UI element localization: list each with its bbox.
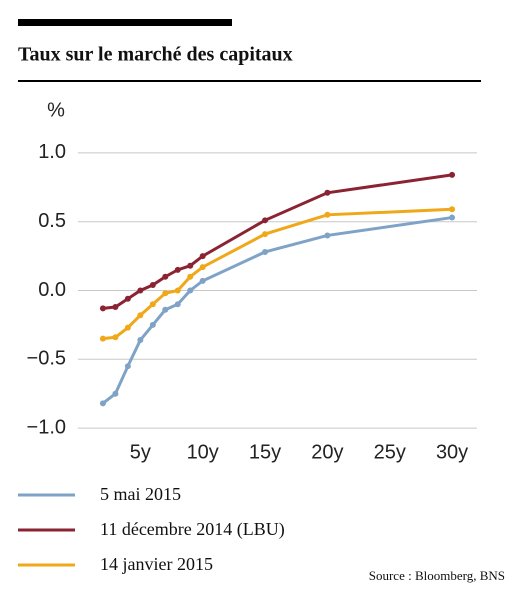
data-point xyxy=(324,189,331,196)
data-point xyxy=(112,304,119,311)
series-line xyxy=(102,216,453,405)
x-tick-label: 20y xyxy=(311,441,343,463)
chart-title: Taux sur le marché des capitaux xyxy=(18,44,293,66)
data-point xyxy=(149,321,156,328)
data-point xyxy=(112,390,119,397)
legend-label: 5 mai 2015 xyxy=(100,484,181,504)
data-point xyxy=(124,324,131,331)
data-point xyxy=(449,206,456,213)
data-point xyxy=(124,363,131,370)
y-axis-label: % xyxy=(47,99,65,121)
data-point xyxy=(162,273,169,280)
data-point xyxy=(199,277,206,284)
data-point xyxy=(187,287,194,294)
data-point xyxy=(262,231,269,238)
series-line xyxy=(102,207,453,341)
y-tick-label: −0.5 xyxy=(27,348,66,370)
data-point xyxy=(449,214,456,221)
data-point xyxy=(324,232,331,239)
data-point xyxy=(137,312,144,319)
data-point xyxy=(124,295,131,302)
x-tick-label: 25y xyxy=(374,441,406,463)
y-tick-label: 0.5 xyxy=(38,210,66,232)
legend-label: 11 décembre 2014 (LBU) xyxy=(100,519,285,540)
data-point xyxy=(112,334,119,341)
data-point xyxy=(174,266,181,273)
data-point xyxy=(174,301,181,308)
data-point xyxy=(99,335,106,342)
data-point xyxy=(187,262,194,269)
data-point xyxy=(262,217,269,224)
data-point xyxy=(187,273,194,280)
data-point xyxy=(449,171,456,178)
x-tick-label: 10y xyxy=(187,441,219,463)
data-point xyxy=(174,287,181,294)
series-line xyxy=(102,173,453,310)
data-point xyxy=(149,281,156,288)
x-tick-label: 5y xyxy=(130,441,151,463)
data-point xyxy=(137,337,144,344)
x-tick-label: 30y xyxy=(436,441,468,463)
data-point xyxy=(162,306,169,313)
data-point xyxy=(149,301,156,308)
y-tick-label: −1.0 xyxy=(27,416,66,438)
data-point xyxy=(99,305,106,312)
data-point xyxy=(324,211,331,218)
y-tick-label: 0.0 xyxy=(38,279,66,301)
top-bar xyxy=(18,19,232,26)
x-tick-label: 15y xyxy=(249,441,281,463)
data-point xyxy=(262,248,269,255)
data-point xyxy=(162,290,169,297)
data-point xyxy=(199,253,206,260)
data-point xyxy=(99,400,106,407)
y-tick-label: 1.0 xyxy=(38,141,66,163)
data-point xyxy=(137,287,144,294)
legend-label: 14 janvier 2015 xyxy=(100,554,213,574)
source: Source : Bloomberg, BNS xyxy=(369,568,505,583)
data-point xyxy=(199,264,206,271)
